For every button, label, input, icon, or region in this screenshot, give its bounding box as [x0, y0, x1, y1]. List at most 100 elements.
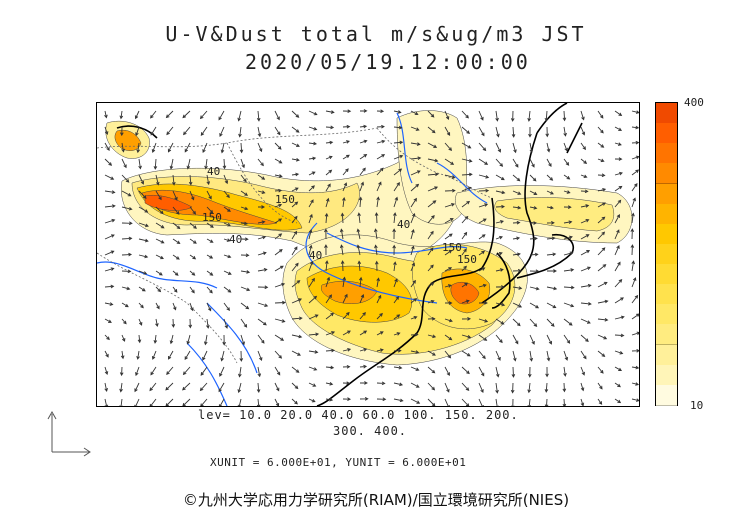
wind-arrow	[631, 277, 637, 288]
wind-arrow	[597, 264, 607, 272]
wind-arrow	[291, 398, 298, 405]
wind-arrow	[257, 318, 267, 326]
wind-arrow	[393, 332, 401, 336]
wind-arrow	[342, 196, 346, 208]
wind-arrow	[544, 110, 549, 122]
wind-arrow	[631, 382, 639, 386]
wind-arrow	[223, 286, 232, 293]
wind-arrow	[444, 142, 453, 152]
wind-arrow	[444, 188, 456, 193]
wind-arrow	[135, 126, 140, 137]
wind-arrow	[529, 206, 538, 210]
wind-arrow	[461, 299, 470, 304]
wind-arrow	[376, 294, 382, 304]
wind-arrow	[563, 190, 571, 194]
wind-arrow	[512, 334, 519, 345]
wind-arrow	[325, 197, 330, 208]
wind-arrow	[291, 262, 299, 272]
wind-arrow	[257, 366, 262, 378]
wind-arrow	[165, 382, 174, 391]
wind-arrow	[495, 366, 500, 378]
colorbar-segment	[656, 223, 677, 245]
wind-arrow	[155, 222, 165, 229]
wind-arrow	[478, 283, 487, 288]
wind-arrow	[218, 110, 225, 121]
contour-label: 150	[457, 253, 477, 266]
wind-arrow	[342, 397, 352, 401]
wind-arrow	[200, 398, 208, 406]
wind-arrow	[393, 398, 404, 403]
wind-arrow	[444, 318, 453, 323]
wind-arrow	[527, 382, 531, 394]
wind-arrow	[546, 286, 558, 291]
wind-arrow	[104, 126, 109, 136]
wind-arrow	[166, 126, 174, 136]
wind-arrow	[121, 269, 132, 274]
wind-arrow	[495, 350, 501, 361]
wind-arrow	[393, 261, 397, 272]
wind-arrow	[189, 206, 197, 215]
colorbar-segment	[656, 264, 677, 286]
wind-arrow	[155, 174, 160, 186]
wind-arrow	[155, 238, 165, 244]
wind-arrow	[274, 334, 285, 341]
wind-arrow	[155, 270, 163, 276]
wind-arrow	[257, 220, 266, 224]
wind-arrow	[291, 246, 298, 256]
wind-arrow	[495, 158, 504, 167]
wind-arrow	[308, 277, 315, 288]
wind-arrow	[291, 142, 300, 147]
wind-arrow	[359, 124, 368, 129]
wind-arrow	[427, 126, 436, 134]
wind-arrow	[495, 220, 504, 224]
wind-arrow	[512, 220, 521, 225]
wind-arrow	[410, 183, 420, 192]
wind-arrow	[410, 332, 419, 337]
wind-arrow	[182, 366, 191, 376]
wind-arrow	[291, 382, 299, 390]
wind-arrow	[324, 212, 329, 224]
wind-arrow	[274, 382, 280, 392]
wind-arrow	[478, 142, 487, 152]
wind-arrow	[274, 318, 286, 323]
wind-arrow	[342, 168, 349, 176]
wind-arrow	[257, 126, 262, 138]
wind-arrow	[631, 197, 636, 208]
wind-arrow	[136, 350, 140, 360]
wind-arrow	[580, 110, 585, 121]
wind-arrow	[461, 350, 471, 357]
wind-arrow	[427, 200, 437, 208]
colorbar-segment	[656, 364, 677, 386]
wind-arrow	[153, 158, 158, 170]
wind-arrow	[121, 158, 127, 169]
wind-arrow	[393, 365, 403, 370]
wind-arrow	[257, 205, 266, 209]
colorbar-segment	[656, 304, 677, 326]
wind-arrow	[168, 350, 174, 360]
wind-arrow	[237, 382, 242, 394]
wind-arrow	[546, 350, 551, 362]
wind-arrow	[392, 228, 396, 240]
wind-arrow	[631, 331, 639, 336]
wind-arrow	[308, 229, 313, 240]
wind-arrow	[461, 200, 471, 208]
wind-arrow	[256, 110, 261, 122]
wind-arrow	[529, 269, 540, 274]
wind-arrow	[223, 302, 230, 311]
wind-arrow	[324, 228, 328, 240]
wind-arrow	[580, 318, 591, 324]
wind-arrow	[529, 174, 537, 182]
wind-arrow	[563, 302, 575, 308]
wind-arrow	[104, 110, 108, 119]
wind-arrow	[325, 365, 335, 370]
wind-arrow	[376, 109, 385, 114]
wind-arrow	[393, 382, 404, 387]
wind-arrow	[512, 205, 522, 210]
wind-arrow	[342, 330, 351, 336]
wind-arrow	[104, 398, 109, 406]
wind-arrow	[580, 142, 586, 151]
contour-label: 150	[442, 241, 462, 254]
wind-arrow	[393, 168, 403, 176]
wind-arrow	[580, 266, 591, 272]
wind-arrow	[495, 318, 505, 325]
